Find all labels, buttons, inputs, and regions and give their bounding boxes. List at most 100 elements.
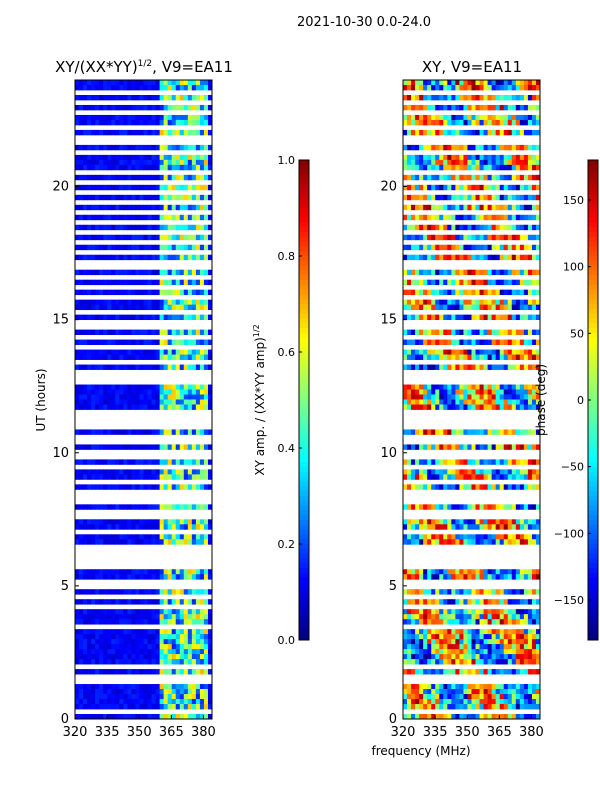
heatmap-cell	[507, 504, 513, 510]
heatmap-cell	[403, 269, 408, 276]
colorbar-segment	[299, 491, 309, 497]
heatmap-cell	[523, 639, 529, 645]
heatmap-cell	[411, 714, 416, 720]
heatmap-cell	[167, 399, 173, 405]
heatmap-cell	[91, 314, 96, 321]
heatmap-cell	[171, 569, 177, 575]
heatmap-cell	[151, 654, 156, 660]
heatmap-cell	[99, 159, 104, 166]
heatmap-cell	[411, 244, 416, 251]
heatmap-cell	[171, 629, 177, 635]
heatmap-cell	[195, 694, 201, 700]
heatmap-cell	[151, 269, 156, 276]
heatmap-cell	[519, 119, 525, 126]
heatmap-cell	[95, 104, 100, 111]
heatmap-cell	[207, 649, 213, 655]
heatmap-cell	[191, 204, 197, 211]
heatmap-cell	[127, 159, 132, 166]
heatmap-cell	[155, 269, 161, 276]
heatmap-cell	[439, 194, 444, 201]
heatmap-cell	[467, 279, 472, 286]
heatmap-cell	[403, 619, 408, 625]
heatmap-cell	[403, 339, 408, 345]
heatmap-cell	[471, 224, 476, 231]
heatmap-cell	[423, 384, 428, 390]
heatmap-cell	[139, 484, 144, 490]
heatmap-cell	[207, 244, 213, 251]
colorbar-segment	[588, 337, 598, 343]
heatmap-cell	[451, 84, 456, 91]
heatmap-cell	[99, 84, 104, 91]
heatmap-cell	[407, 234, 412, 241]
heatmap-cell	[471, 114, 476, 121]
heatmap-cell	[163, 364, 169, 370]
x-tick-label: 320	[391, 725, 416, 740]
heatmap-cell	[475, 619, 480, 625]
heatmap-cell	[191, 129, 197, 136]
heatmap-cell	[75, 194, 80, 201]
heatmap-cell	[503, 184, 509, 191]
heatmap-cell	[495, 469, 501, 475]
heatmap-cell	[171, 714, 177, 720]
heatmap-cell	[443, 104, 448, 111]
heatmap-cell	[475, 689, 480, 695]
heatmap-cell	[79, 684, 84, 690]
heatmap-cell	[467, 714, 472, 720]
heatmap-cell	[175, 254, 181, 261]
heatmap-cell	[455, 114, 460, 121]
heatmap-cell	[523, 279, 529, 286]
heatmap-cell	[471, 304, 476, 311]
heatmap-cell	[435, 699, 440, 705]
heatmap-cell	[203, 714, 209, 720]
heatmap-cell	[115, 314, 120, 321]
heatmap-cell	[463, 384, 468, 390]
heatmap-cell	[103, 444, 108, 450]
colorbar-segment	[588, 625, 598, 631]
heatmap-cell	[135, 469, 140, 475]
heatmap-cell	[139, 364, 144, 370]
heatmap-cell	[179, 614, 185, 620]
heatmap-cell	[435, 639, 440, 645]
heatmap-cell	[423, 704, 428, 710]
heatmap-cell	[447, 404, 452, 410]
heatmap-cell	[459, 234, 464, 241]
heatmap-cell	[91, 474, 96, 480]
heatmap-cell	[119, 484, 124, 490]
heatmap-cell	[495, 694, 501, 700]
heatmap-cell	[415, 159, 420, 166]
heatmap-cell	[131, 144, 136, 151]
heatmap-cell	[143, 349, 148, 355]
heatmap-cell	[435, 159, 440, 166]
heatmap-cell	[431, 354, 436, 360]
heatmap-cell	[99, 619, 104, 625]
heatmap-cell	[195, 204, 201, 211]
heatmap-cell	[463, 694, 468, 700]
heatmap-cell	[515, 714, 521, 720]
heatmap-cell	[411, 629, 416, 635]
heatmap-cell	[191, 389, 197, 395]
heatmap-cell	[191, 444, 197, 450]
heatmap-cell	[147, 669, 152, 675]
colorbar-segment	[588, 539, 598, 545]
heatmap-cell	[415, 669, 420, 675]
heatmap-cell	[463, 609, 468, 615]
heatmap-cell	[203, 84, 209, 91]
heatmap-cell	[479, 704, 484, 710]
heatmap-cell	[131, 504, 136, 510]
heatmap-cell	[191, 394, 197, 400]
heatmap-cell	[91, 394, 96, 400]
heatmap-cell	[163, 159, 169, 166]
heatmap-cell	[167, 459, 173, 465]
heatmap-cell	[487, 154, 493, 161]
heatmap-cell	[103, 539, 108, 545]
heatmap-cell	[487, 314, 493, 321]
heatmap-cell	[523, 114, 529, 121]
heatmap-cell	[487, 254, 493, 261]
heatmap-cell	[439, 364, 444, 370]
colorbar-segment	[588, 448, 598, 454]
heatmap-cell	[91, 94, 96, 101]
heatmap-cell	[163, 704, 169, 710]
colorbar-tick-label: −150	[554, 594, 584, 607]
heatmap-cell	[455, 484, 460, 490]
heatmap-cell	[503, 80, 509, 86]
